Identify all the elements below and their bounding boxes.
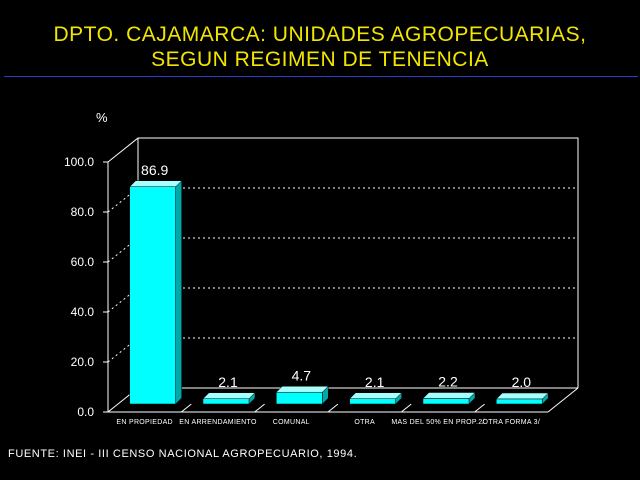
bar	[202, 398, 250, 405]
x-tick	[327, 403, 339, 413]
chart-title-line-2: SEGUN REGIMEN DE TENENCIA	[151, 48, 489, 71]
gridline-side	[107, 237, 139, 263]
data-label: 2.2	[438, 374, 458, 390]
bar	[496, 398, 543, 405]
x-tick	[181, 403, 192, 413]
data-label: 2.1	[365, 374, 385, 390]
y-tick-label: 40.0	[71, 305, 95, 319]
x-tick-label: OTRA FORMA 3/	[483, 419, 541, 426]
bar-top	[129, 180, 183, 187]
x-tick	[401, 403, 412, 413]
bar-top	[202, 392, 256, 399]
chart-title: DPTO. CAJAMARCA: UNIDADES AGROPECUARIAS,…	[0, 22, 640, 72]
bar	[276, 392, 323, 405]
chart-title-line-1: DPTO. CAJAMARCA: UNIDADES AGROPECUARIAS,	[53, 23, 587, 46]
x-tick	[474, 403, 485, 413]
x-tick-label: COMUNAL	[273, 419, 310, 426]
y-tick-label: 100.0	[64, 155, 94, 169]
x-tick	[254, 403, 265, 413]
bar-top	[349, 392, 403, 399]
floor-right-edge	[547, 387, 579, 413]
source-note: FUENTE: INEI - III CENSO NACIONAL AGROPE…	[8, 448, 358, 460]
data-label: 4.7	[292, 367, 312, 383]
y-tick-label: 0.0	[77, 405, 94, 419]
y-tick-label: 60.0	[71, 255, 95, 269]
bar	[349, 398, 396, 405]
data-label: 2.1	[218, 374, 238, 390]
bar-side	[175, 180, 182, 405]
y-tick-label: 80.0	[71, 205, 95, 219]
gridline-side	[107, 337, 139, 363]
x-tick-label: OTRA	[354, 419, 375, 426]
data-label: 2.0	[512, 374, 532, 390]
gridline-side	[107, 287, 139, 313]
gridline-side	[107, 187, 139, 213]
bar	[129, 186, 176, 405]
title-divider	[4, 76, 638, 77]
y-axis-unit-label: %	[96, 110, 108, 125]
bar-top	[275, 386, 329, 393]
x-tick-label: MAS DEL 50% EN PROP.2/	[391, 419, 484, 426]
y-tick-label: 20.0	[71, 355, 95, 369]
bar-top	[495, 392, 549, 400]
data-label: 86.9	[141, 162, 168, 178]
bar-top	[422, 392, 476, 399]
x-tick-label: EN ARRENDAMIENTO	[179, 419, 257, 426]
x-tick-label: EN PROPIEDAD	[116, 419, 173, 426]
bar	[422, 398, 470, 405]
